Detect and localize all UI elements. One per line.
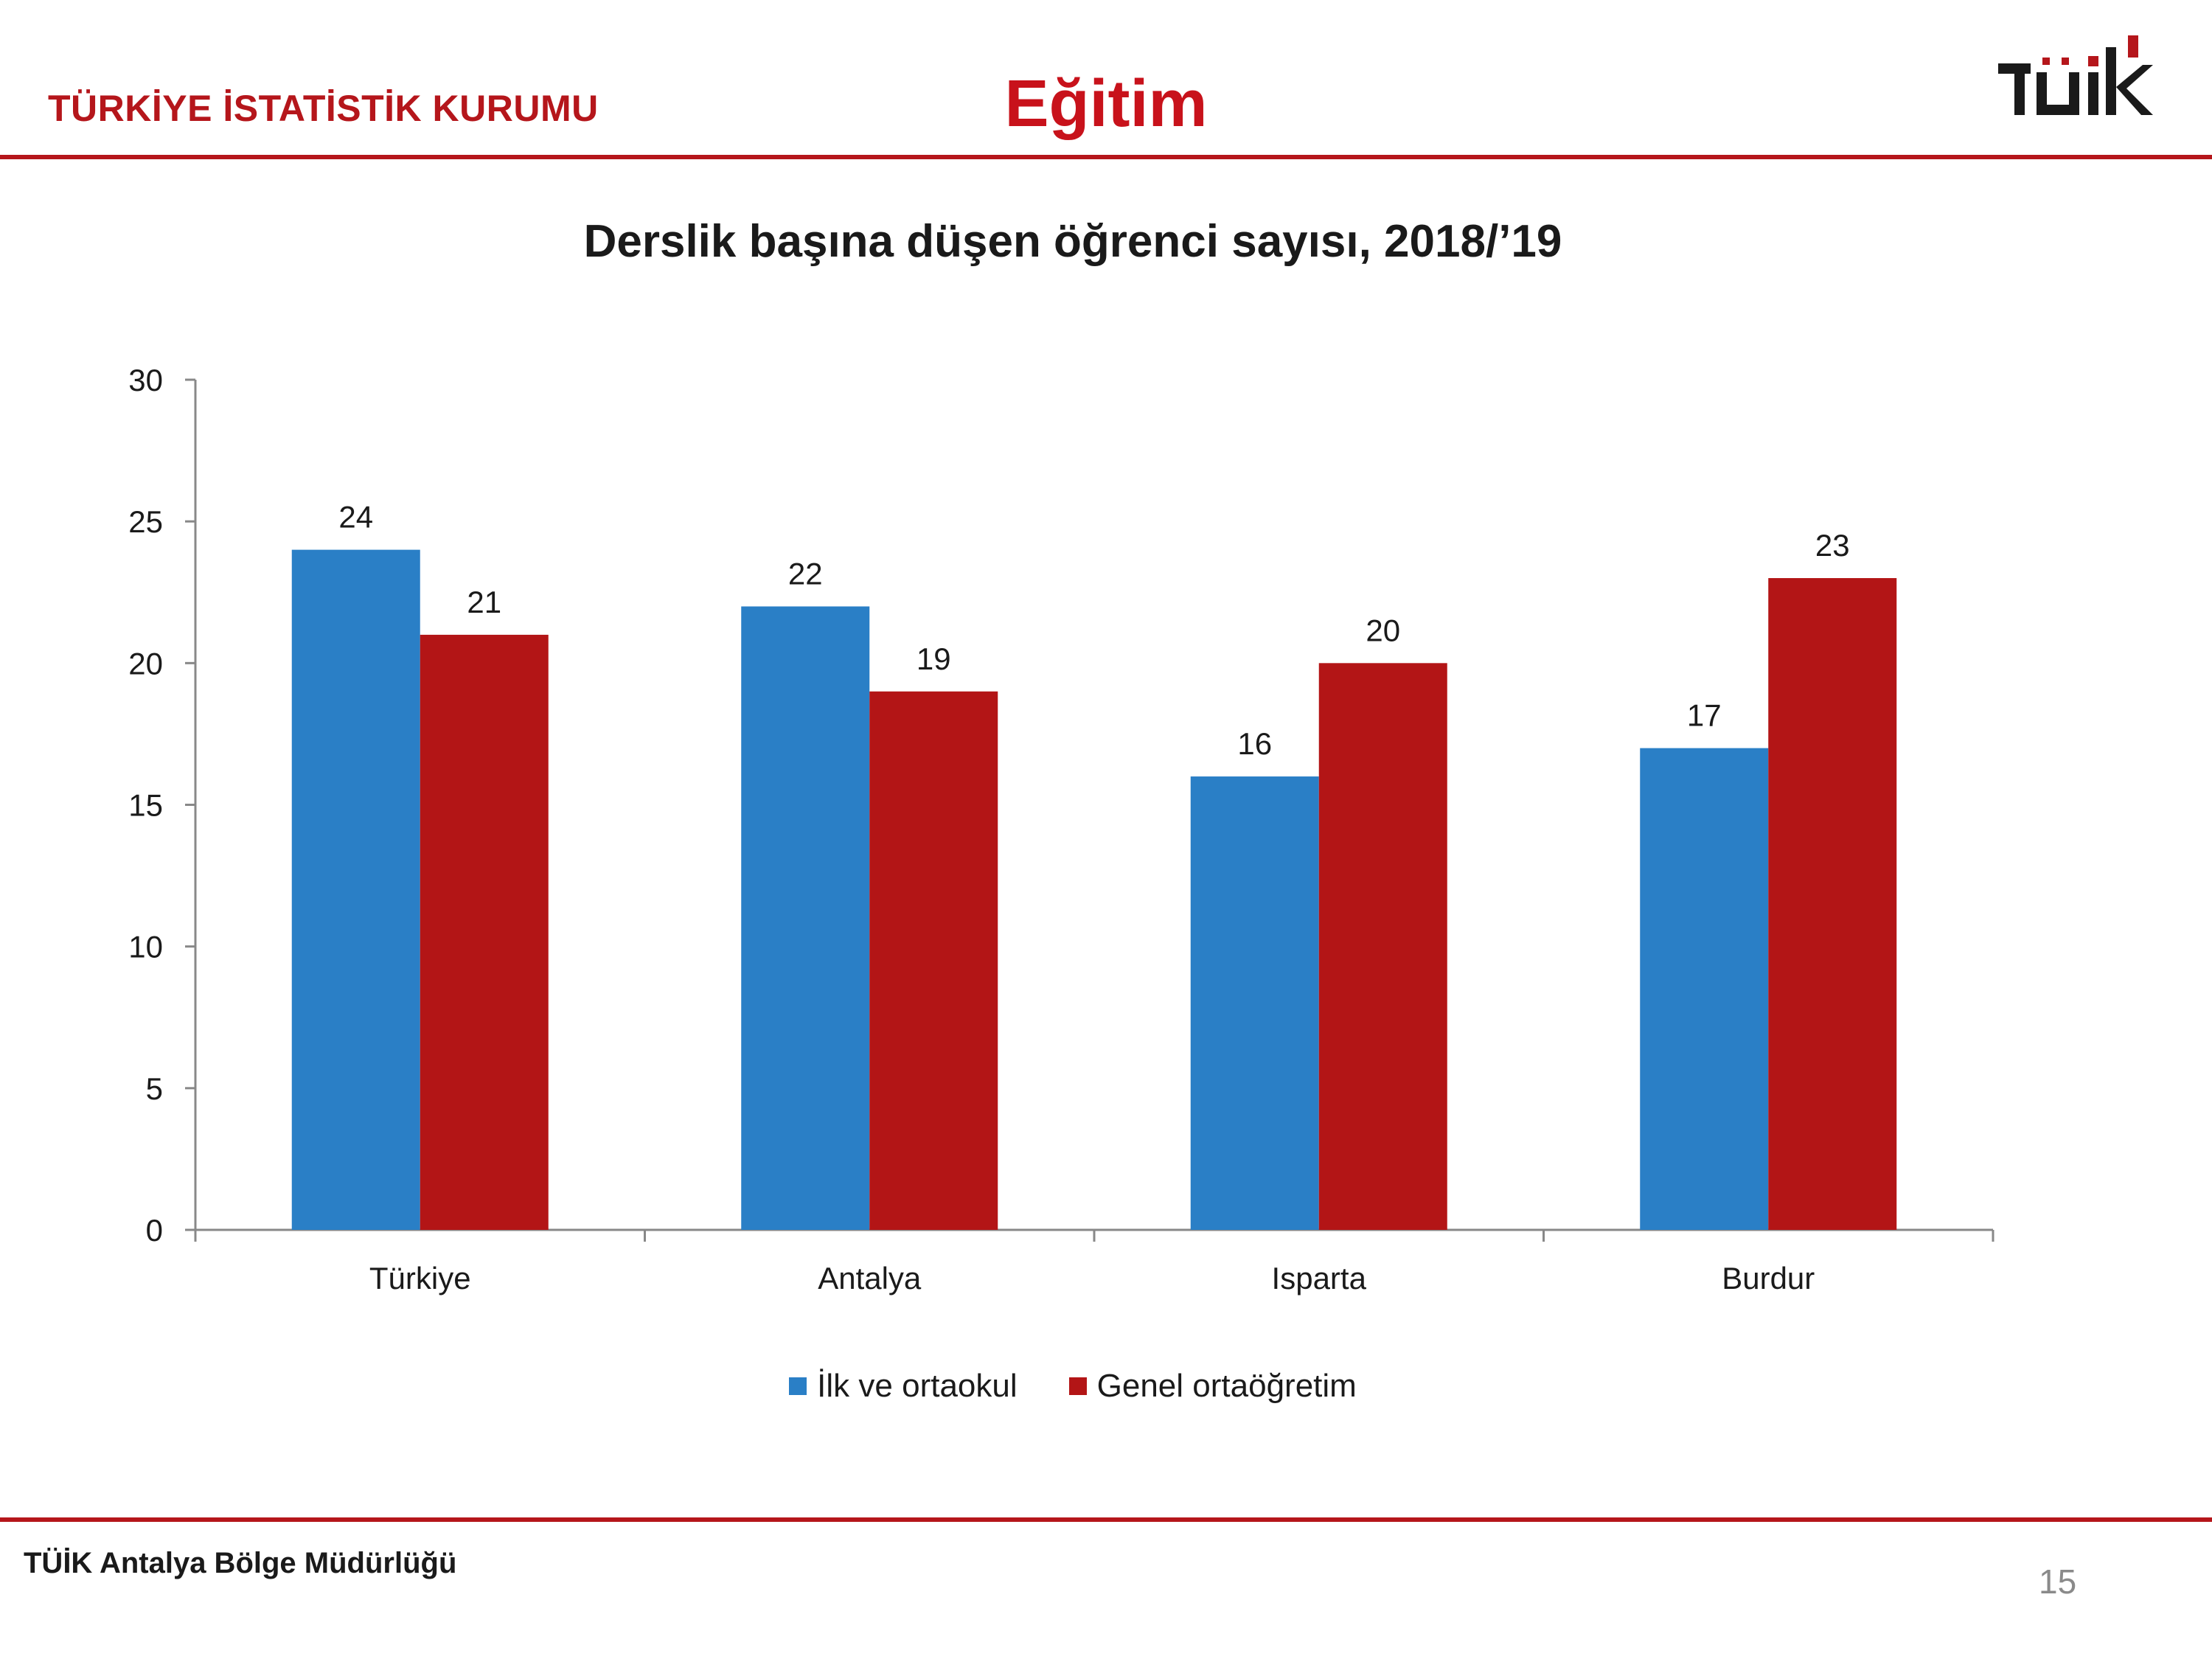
data-label: 19 — [917, 641, 951, 676]
chart-title: Derslik başına düşen öğrenci sayısı, 201… — [583, 216, 1562, 267]
bar — [741, 606, 870, 1230]
org-name: TÜRKİYE İSTATİSTİK KURUMU — [48, 88, 599, 129]
legend-item-ilk-ve-ortaokul: İlk ve ortaokul — [789, 1368, 1018, 1405]
footer-divider — [0, 1517, 2212, 1522]
data-label: 24 — [338, 500, 373, 535]
page-number: 15 — [2039, 1562, 2077, 1601]
x-category-label: Burdur — [1722, 1261, 1815, 1295]
data-label: 17 — [1687, 698, 1722, 733]
y-tick-label: 25 — [128, 504, 163, 539]
bar — [1318, 663, 1447, 1230]
bar — [291, 549, 420, 1230]
legend-item-genel-ortaogretim: Genel ortaöğretim — [1068, 1368, 1357, 1405]
data-label: 22 — [788, 556, 823, 591]
legend-swatch-genel-ortaogretim — [1068, 1377, 1087, 1395]
x-category-label: Türkiye — [369, 1261, 471, 1295]
data-label: 21 — [467, 585, 501, 619]
y-tick-label: 5 — [146, 1071, 163, 1106]
bar — [420, 634, 549, 1230]
x-category-label: Antalya — [818, 1261, 922, 1295]
tuik-logo-icon — [1998, 35, 2153, 115]
bar — [1640, 748, 1769, 1230]
legend-swatch-ilk-ve-ortaokul — [789, 1377, 807, 1395]
x-category-label: Isparta — [1272, 1261, 1367, 1295]
section-title: Eğitim — [1004, 67, 1208, 141]
bar — [1190, 776, 1319, 1230]
y-tick-label: 20 — [128, 646, 163, 681]
legend-label-ilk-ve-ortaokul: İlk ve ortaokul — [817, 1368, 1018, 1404]
data-label: 20 — [1366, 613, 1400, 647]
data-label: 23 — [1815, 528, 1850, 563]
footer-org: TÜİK Antalya Bölge Müdürlüğü — [24, 1547, 457, 1579]
header-divider — [0, 155, 2212, 159]
y-tick-label: 10 — [128, 930, 163, 964]
legend-label-genel-ortaogretim: Genel ortaöğretim — [1096, 1368, 1357, 1404]
bar — [869, 691, 998, 1230]
chart-legend: İlk ve ortaokul Genel ortaöğretim — [0, 1368, 2146, 1405]
bar — [1768, 578, 1897, 1230]
y-tick-label: 15 — [128, 788, 163, 823]
data-label: 16 — [1237, 726, 1272, 761]
y-tick-label: 30 — [128, 363, 163, 397]
y-tick-label: 0 — [146, 1213, 163, 1248]
